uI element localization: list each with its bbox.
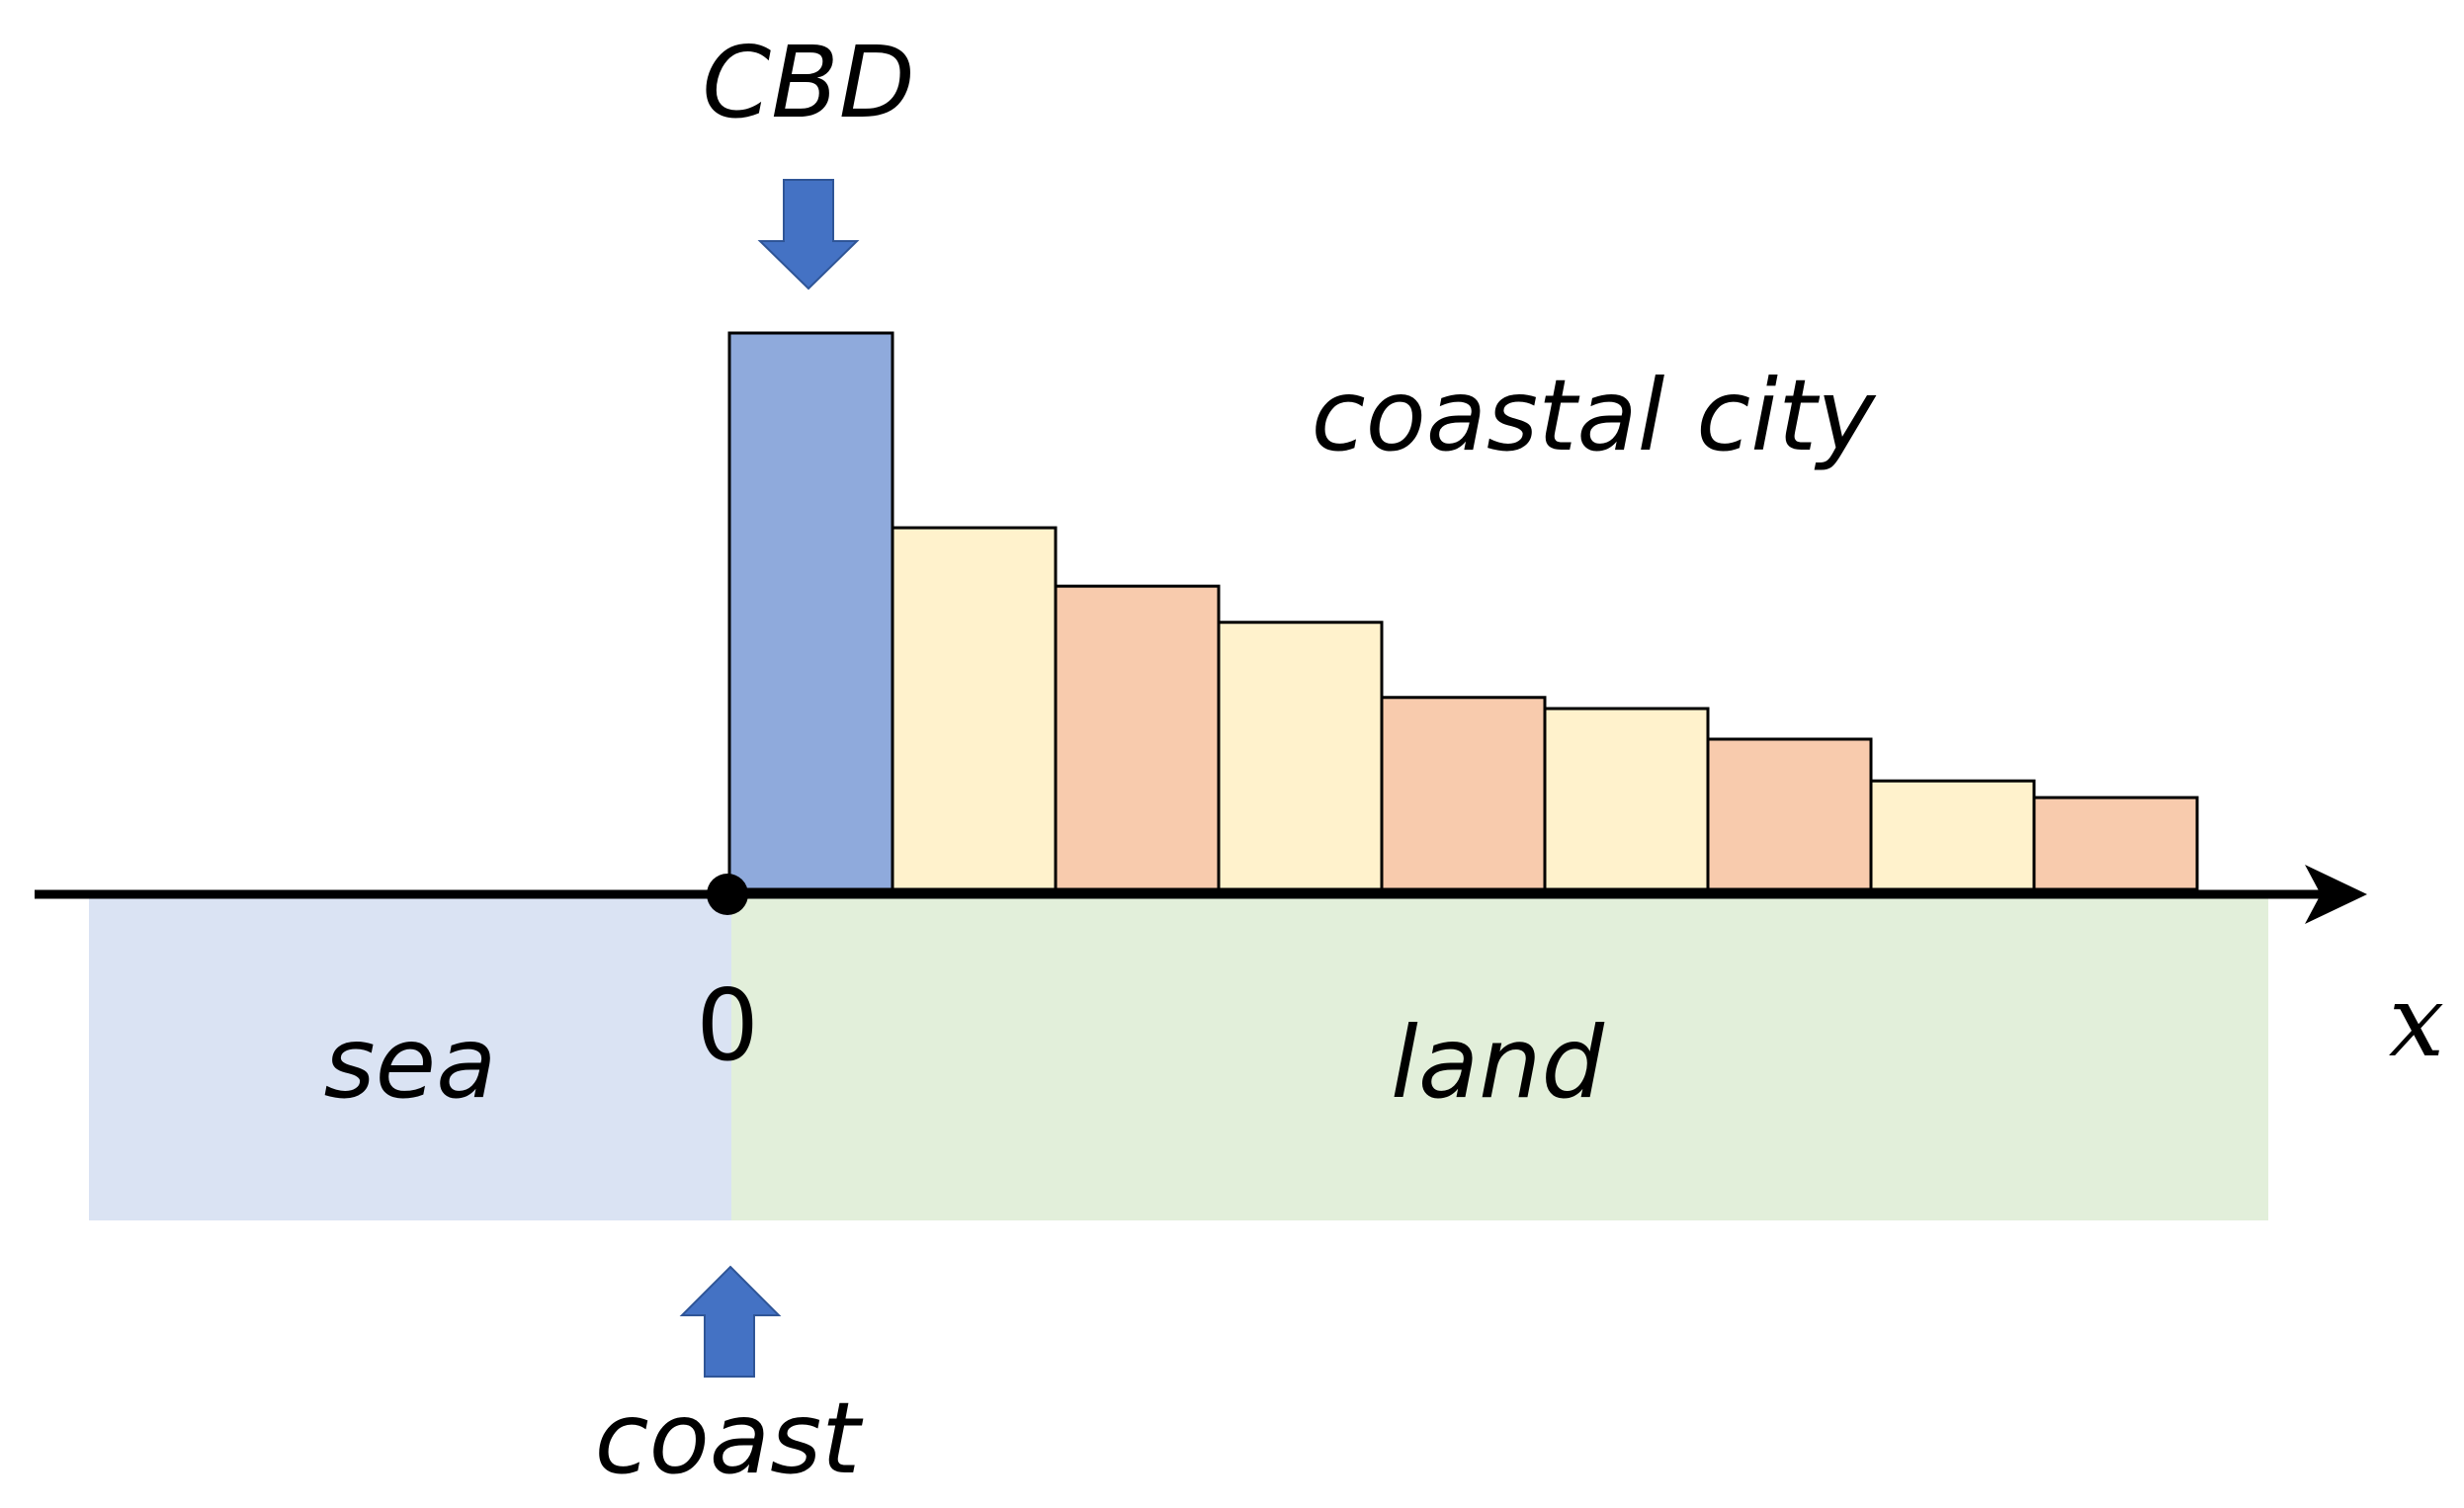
city-zone-block — [2032, 796, 2199, 891]
city-zone-block — [1217, 621, 1384, 891]
coast-label: coast — [595, 1381, 865, 1496]
cbd-label: CBD — [702, 25, 914, 140]
cbd-arrow-icon — [757, 179, 860, 291]
city-blocks — [727, 331, 2199, 891]
land-region — [731, 894, 2268, 1220]
city-zone-block — [1869, 779, 2036, 891]
city-zone-block — [891, 526, 1058, 891]
x-axis-label: x — [2389, 963, 2444, 1079]
origin-label: 0 — [696, 967, 759, 1083]
x-axis-arrowhead — [2305, 865, 2367, 924]
cbd-block — [727, 331, 894, 891]
origin-dot — [707, 874, 748, 915]
sea-region — [89, 894, 731, 1220]
land-label: land — [1391, 1005, 1604, 1121]
sea-label: sea — [324, 1005, 497, 1121]
coastal-city-label: coastal city — [1312, 358, 1878, 473]
coast-arrow-icon — [679, 1265, 782, 1378]
city-zone-block — [1543, 707, 1710, 891]
city-zone-block — [1706, 737, 1873, 891]
city-zone-block — [1380, 696, 1547, 891]
city-zone-block — [1054, 584, 1221, 891]
